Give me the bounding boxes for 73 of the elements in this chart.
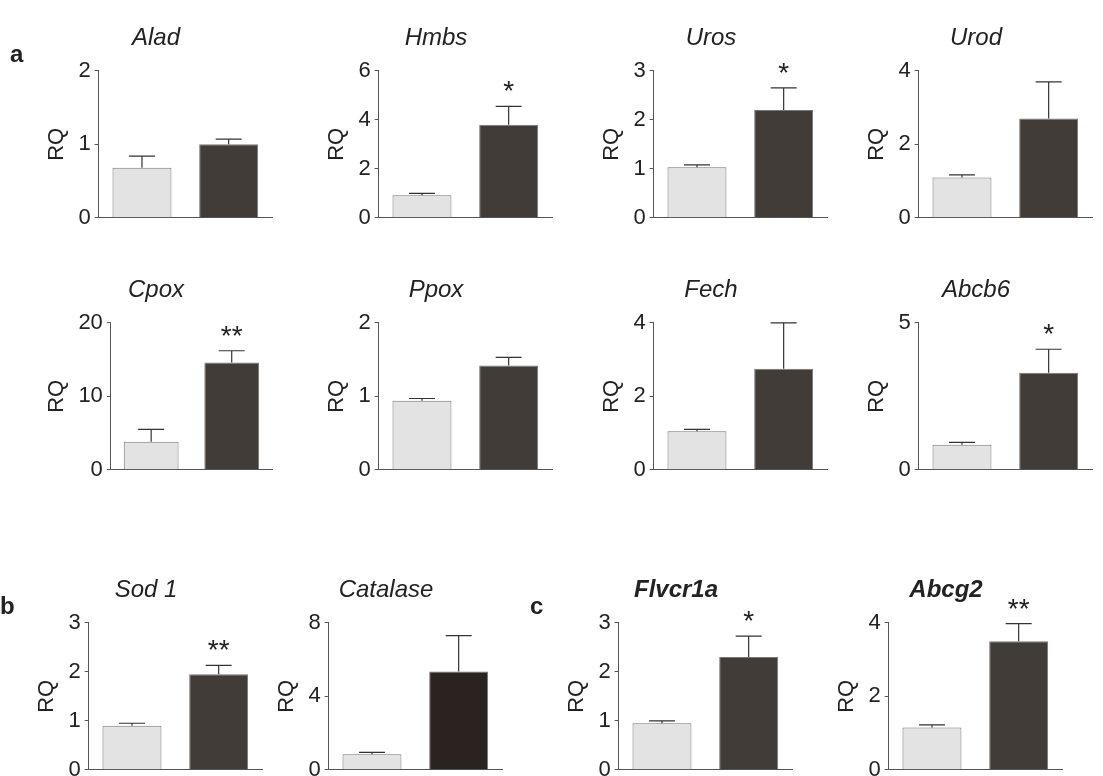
chart-title: Catalase — [338, 575, 434, 603]
y-tick-label: 20 — [78, 308, 103, 334]
y-tick-label: 0 — [78, 203, 91, 229]
y-tick-label: 2 — [868, 682, 881, 708]
y-tick-label: 0 — [308, 755, 321, 776]
y-tick-label: 6 — [358, 56, 371, 82]
y-tick-label: 2 — [358, 308, 371, 334]
y-tick-label: 1 — [78, 130, 91, 156]
y-tick-label: 0 — [633, 455, 646, 481]
y-tick-label: 2 — [358, 154, 371, 180]
y-tick-label: 3 — [633, 56, 646, 82]
chart-title: Abcb6 — [939, 275, 1011, 303]
y-tick-label: 0 — [898, 203, 911, 229]
y-tick-label: 5 — [898, 308, 911, 334]
text: c — [530, 592, 544, 620]
chart-title: Uros — [685, 23, 737, 51]
y-axis-title: RQ — [598, 379, 624, 413]
y-axis-title: RQ — [273, 679, 299, 713]
y-tick-label: 4 — [308, 682, 321, 708]
text: a — [10, 40, 24, 68]
y-tick-label: 0 — [868, 755, 881, 776]
y-tick-label: 0 — [358, 455, 371, 481]
y-axis-title: RQ — [33, 679, 59, 713]
y-tick-label: 4 — [358, 105, 371, 131]
y-tick-label: 2 — [633, 105, 646, 131]
annotation: ** — [220, 319, 243, 351]
y-axis-title: RQ — [43, 127, 69, 161]
y-tick-label: 1 — [358, 382, 371, 408]
y-axis-title: RQ — [863, 379, 889, 413]
y-tick-label: 4 — [868, 608, 881, 634]
y-tick-label: 4 — [898, 56, 911, 82]
chart-title: Hmbs — [404, 23, 468, 51]
y-tick-label: 0 — [898, 455, 911, 481]
y-tick-label: 2 — [633, 382, 646, 408]
y-tick-label: 1 — [68, 706, 81, 732]
chart-title: Fech — [684, 275, 738, 303]
annotation: * — [743, 605, 755, 637]
y-tick-label: 2 — [78, 56, 91, 82]
y-axis-title: RQ — [323, 127, 349, 161]
text: b — [0, 592, 15, 620]
chart-title: Flvcr1a — [633, 575, 719, 603]
y-tick-label: 0 — [358, 203, 371, 229]
y-axis-title: RQ — [563, 679, 589, 713]
annotation: ** — [207, 634, 230, 666]
y-tick-label: 1 — [598, 706, 611, 732]
y-axis-title: RQ — [323, 379, 349, 413]
y-tick-label: 0 — [633, 203, 646, 229]
chart-title: Alad — [129, 23, 181, 51]
annotation: * — [778, 56, 790, 88]
y-tick-label: 4 — [633, 308, 646, 334]
y-tick-label: 2 — [68, 657, 81, 683]
y-tick-label: 0 — [598, 755, 611, 776]
y-tick-label: 3 — [68, 608, 81, 634]
chart-title: Abcg2 — [908, 575, 984, 603]
y-axis-title: RQ — [833, 679, 859, 713]
chart-title: Cpox — [127, 275, 186, 303]
y-tick-label: 2 — [598, 657, 611, 683]
y-tick-label: 2 — [898, 130, 911, 156]
chart-title: Urod — [949, 23, 1003, 51]
y-axis-title: RQ — [863, 127, 889, 161]
y-tick-label: 0 — [68, 755, 81, 776]
annotation: * — [503, 75, 515, 107]
annotation: ** — [1007, 592, 1030, 624]
y-axis-title: RQ — [43, 379, 69, 413]
y-axis-title: RQ — [598, 127, 624, 161]
y-tick-label: 3 — [598, 608, 611, 634]
y-tick-label: 8 — [308, 608, 321, 634]
y-tick-label: 10 — [78, 382, 103, 408]
annotation: * — [1043, 318, 1055, 350]
y-tick-label: 1 — [633, 154, 646, 180]
y-tick-label: 0 — [90, 455, 103, 481]
chart-title: Ppox — [408, 275, 465, 303]
chart-title: Sod 1 — [114, 575, 178, 603]
